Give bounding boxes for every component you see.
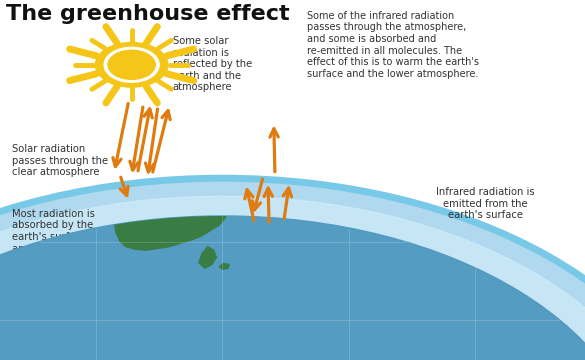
Text: Some solar
radiation is
reflected by the
earth and the
atmosphere: Some solar radiation is reflected by the… [173,36,252,93]
Circle shape [0,216,585,360]
Text: The greenhouse effect: The greenhouse effect [6,4,290,24]
Text: Solar radiation
passes through the
clear atmosphere: Solar radiation passes through the clear… [12,144,108,177]
Polygon shape [219,264,229,269]
Polygon shape [0,180,585,360]
Text: Some of the infrared radiation
passes through the atmosphere,
and some is absorb: Some of the infrared radiation passes th… [307,11,479,79]
Polygon shape [114,156,228,250]
Polygon shape [173,140,193,155]
Circle shape [0,216,585,360]
Text: Infrared radiation is
emitted from the
earth's surface: Infrared radiation is emitted from the e… [436,187,535,220]
Circle shape [108,50,155,79]
Polygon shape [0,196,585,360]
Polygon shape [199,247,216,268]
Circle shape [95,42,168,87]
Text: Most radiation is
absorbed by the
earth's surface
and warms it: Most radiation is absorbed by the earth'… [12,209,95,253]
